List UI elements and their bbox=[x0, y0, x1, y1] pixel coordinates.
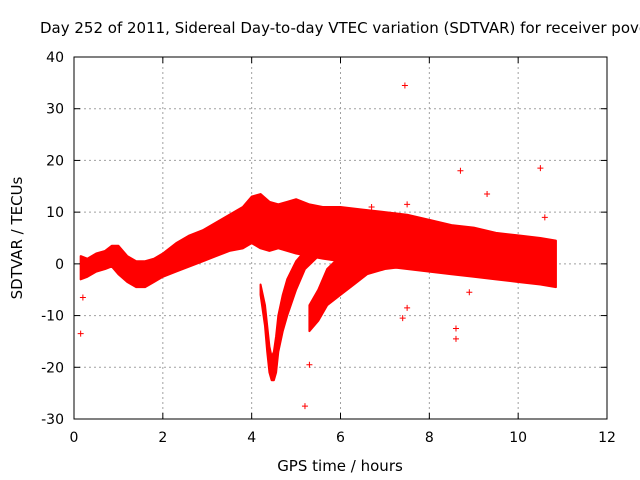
outlier-point bbox=[457, 167, 464, 174]
outlier-point bbox=[401, 82, 408, 89]
outlier-point bbox=[404, 304, 411, 311]
y-tick-label: -20 bbox=[41, 360, 64, 376]
outlier-point bbox=[306, 361, 313, 368]
outlier-point bbox=[484, 191, 491, 198]
outlier-point bbox=[541, 214, 548, 221]
y-tick-label: 0 bbox=[55, 257, 64, 273]
x-tick-label: 4 bbox=[247, 430, 256, 446]
outlier-point bbox=[466, 289, 473, 296]
outlier-point bbox=[404, 201, 411, 208]
depletion-band-4h bbox=[259, 244, 333, 382]
y-tick-label: -30 bbox=[41, 412, 64, 428]
main-sdtvar-band bbox=[79, 193, 557, 289]
x-tick-label: 0 bbox=[70, 430, 79, 446]
x-tick-label: 10 bbox=[509, 430, 527, 446]
x-tick-label: 6 bbox=[336, 430, 345, 446]
y-axis-label: SDTVAR / TECUs bbox=[8, 176, 26, 299]
outlier-point bbox=[399, 315, 406, 322]
outlier-point bbox=[452, 325, 459, 332]
y-tick-label: 40 bbox=[46, 50, 64, 66]
outlier-point bbox=[77, 330, 84, 337]
outlier-point bbox=[79, 294, 86, 301]
x-tick-label: 12 bbox=[598, 430, 616, 446]
outlier-point bbox=[301, 403, 308, 410]
y-tick-label: -10 bbox=[41, 309, 64, 325]
x-tick-label: 8 bbox=[425, 430, 434, 446]
y-tick-label: 20 bbox=[46, 153, 64, 169]
outlier-point bbox=[368, 203, 375, 210]
x-tick-label: 2 bbox=[158, 430, 167, 446]
axis-layer: 0 2 4 6 8 10 12 -30 -20 -10 0 10 20 30 40 bbox=[41, 50, 616, 446]
outlier-point bbox=[537, 165, 544, 172]
chart-title: Day 252 of 2011, Sidereal Day-to-day VTE… bbox=[40, 19, 640, 37]
y-tick-label: 30 bbox=[46, 102, 64, 118]
outlier-point bbox=[452, 335, 459, 342]
depletion-band-5h bbox=[308, 247, 426, 333]
data-layer bbox=[77, 82, 557, 410]
x-axis-label: GPS time / hours bbox=[277, 457, 403, 475]
plot-frame bbox=[73, 56, 608, 420]
y-tick-label: 10 bbox=[46, 205, 64, 221]
